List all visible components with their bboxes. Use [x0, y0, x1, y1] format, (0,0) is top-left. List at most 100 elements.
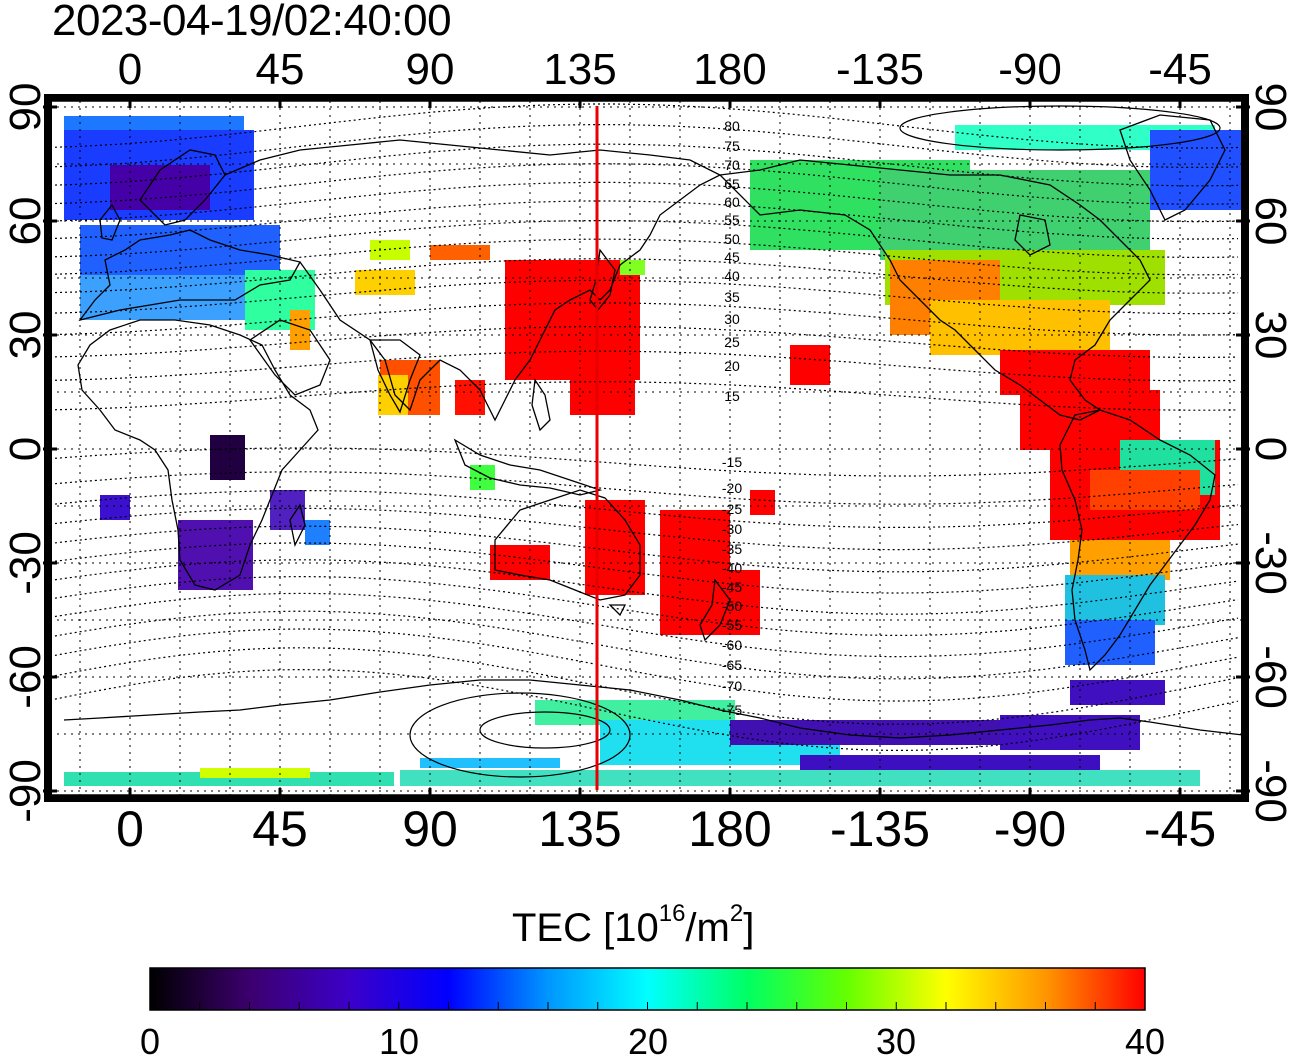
colorbar-title-bracket: ] [743, 906, 755, 950]
contour-label: 30 [724, 311, 740, 327]
coastline-tasmania [608, 604, 627, 617]
tec-patch-pacific [790, 345, 830, 385]
colorbar [149, 967, 1146, 1011]
contour-label: -45 [722, 579, 742, 595]
colorbar-title-unit: /m [685, 906, 730, 950]
contour-label: -15 [722, 454, 742, 470]
magnetic-contour [50, 181, 1239, 223]
magnetic-contour [50, 326, 1239, 358]
magnetic-contour [50, 668, 1239, 751]
magnetic-contour [50, 507, 1239, 551]
coastline-britain [99, 203, 121, 241]
magnetic-contour [50, 302, 1239, 336]
magnetic-contour [50, 124, 1239, 168]
contour-label: 35 [724, 289, 740, 305]
latitude-label-left: -90 [1, 759, 50, 823]
contour-label: -40 [722, 560, 742, 576]
contour-label: 25 [724, 334, 740, 350]
magnetic-contour [50, 220, 1239, 258]
longitude-label-top: 0 [118, 45, 142, 94]
latitude-label-left: 90 [1, 83, 50, 132]
coastline-hudson-bay [1014, 214, 1051, 256]
tec-patch-south-america [1065, 575, 1165, 625]
contour-label: -50 [722, 598, 742, 614]
magnetic-contour [50, 471, 1239, 505]
magnetic-contour [50, 238, 1239, 276]
latitude-label-left: 30 [1, 311, 50, 360]
contour-label: -70 [722, 678, 742, 694]
latitude-label-right: 30 [1246, 311, 1294, 360]
coastline-greenland [1119, 114, 1226, 221]
frame-edge-left [44, 94, 52, 796]
coastline-africa [77, 319, 319, 591]
latitude-label-right: 90 [1246, 83, 1294, 132]
magnetic-latitude-contours [50, 103, 1239, 778]
frame-ticks [43, 94, 1250, 802]
tec-patch-antarctica [64, 772, 394, 786]
colorbar-title-text: TEC [10 [512, 906, 659, 950]
magnetic-contour [50, 525, 1239, 573]
tec-patch-africa [305, 520, 330, 545]
latitude-label-right: 0 [1246, 437, 1294, 461]
colorbar-tick-label: 0 [139, 1021, 161, 1062]
colorbar-title: TEC [1016/m2] [512, 902, 755, 952]
contour-label: 15 [724, 388, 740, 404]
magnetic-contour-labels: 80 75 70 65 60 55 50 45 40 35 30 25 20 15 -15 -20 -25 -30… [722, 118, 742, 718]
magnetic-contour [50, 647, 1239, 725]
longitude-label-top: -90 [998, 45, 1062, 94]
magnetic-contour [50, 258, 1239, 294]
magnetic-contour [50, 610, 1239, 680]
coastline-arabia [249, 319, 331, 396]
frame-edge-right [1241, 94, 1249, 796]
longitude-label-bottom: 0 [116, 801, 144, 857]
tec-patch-mideast [290, 310, 310, 350]
magnetic-contour [50, 575, 1239, 636]
tec-patch-antarctica [1000, 715, 1140, 750]
magnetic-contour [50, 381, 1239, 411]
tec-patch-nz [660, 510, 730, 580]
magnetic-contour [50, 542, 1239, 594]
contour-label: 45 [724, 249, 740, 265]
tec-patch-eastasia [620, 260, 645, 275]
colorbar-tick-label: 10 [378, 1021, 420, 1062]
colorbar-title-unit-exponent: 2 [729, 900, 744, 927]
latitude-label-right: -30 [1246, 531, 1294, 595]
contour-label: -65 [722, 657, 742, 673]
longitude-label-top: 45 [256, 45, 305, 94]
coastline-south-america [1059, 409, 1216, 672]
magnetic-contour [50, 592, 1239, 658]
colorbar-minor-ticks [199, 1002, 1096, 1010]
tec-patch-seasia [470, 465, 495, 490]
contour-label: 70 [724, 157, 740, 173]
top-longitude-labels: 0 45 90 135 180 -135 -90 -45 [118, 45, 1212, 94]
colorbar-tick-label: 40 [1124, 1021, 1166, 1062]
contour-label: -25 [722, 501, 742, 517]
tec-patch-india [378, 375, 408, 415]
longitude-label-bottom: 180 [688, 801, 771, 857]
latitude-label-left: -60 [1, 645, 50, 709]
tec-patch-south-america [1090, 470, 1200, 510]
colorbar-tick-label: 20 [627, 1021, 669, 1062]
tec-patch-south-america [1065, 620, 1155, 665]
coastline-madagascar [289, 503, 306, 547]
contour-label: 40 [724, 268, 740, 284]
magnetic-contour [50, 350, 1239, 382]
coastline-antarctica [63, 679, 1243, 739]
tec-patch-eastasia [505, 260, 640, 380]
left-latitude-labels: 90 60 30 0 -30 -60 -90 [1, 83, 50, 823]
tec-data-layer [64, 116, 1243, 786]
contour-label: -60 [722, 637, 742, 653]
longitude-label-bottom: 45 [252, 801, 308, 857]
contour-label: -20 [722, 480, 742, 496]
longitude-label-top: -45 [1148, 45, 1212, 94]
magnetic-contour [50, 447, 1239, 477]
tec-patch-south-america [1070, 680, 1165, 705]
contour-label: 60 [724, 194, 740, 210]
longitude-label-top: -135 [836, 45, 924, 94]
magnetic-contour [50, 200, 1239, 240]
coastline-north-america [718, 159, 1151, 421]
contour-label: 55 [724, 212, 740, 228]
magnetic-contour [50, 103, 1239, 149]
tec-patch-africa [210, 435, 245, 480]
coastline-india [369, 339, 421, 414]
